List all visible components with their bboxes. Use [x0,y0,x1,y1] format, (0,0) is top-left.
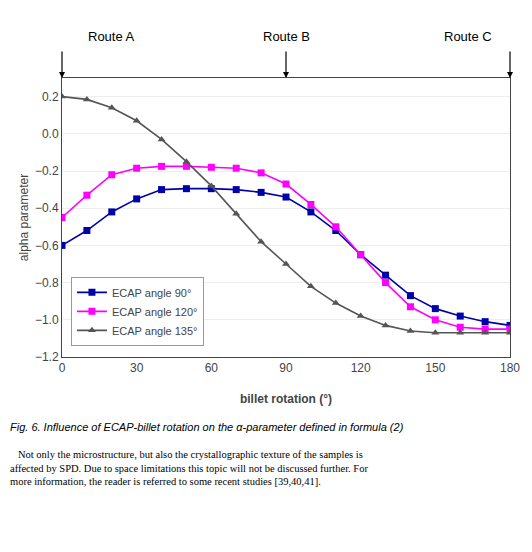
svg-text:ECAP angle 90°: ECAP angle 90° [112,287,191,299]
svg-text:ECAP angle 120°: ECAP angle 120° [112,306,198,318]
svg-text:Not only the microstructure, b: Not only the microstructure, but also th… [10,449,368,487]
svg-text:−1.2: −1.2 [35,350,59,364]
svg-text:−0.8: −0.8 [35,276,59,290]
svg-text:0.0: 0.0 [42,127,59,141]
svg-text:Route A: Route A [88,29,135,44]
svg-text:alpha parameter: alpha parameter [17,174,31,261]
svg-text:0: 0 [59,361,66,375]
svg-text:ECAP angle 135°: ECAP angle 135° [112,325,198,337]
svg-text:90: 90 [279,361,293,375]
svg-text:Route C: Route C [444,29,492,44]
svg-text:30: 30 [130,361,144,375]
svg-text:Route B: Route B [263,29,310,44]
svg-text:Fig. 6. Influence of ECAP-bill: Fig. 6. Influence of ECAP-billet rotatio… [10,421,404,433]
svg-text:−1.0: −1.0 [35,313,59,327]
svg-text:180: 180 [500,361,520,375]
svg-text:150: 150 [425,361,445,375]
svg-text:−0.6: −0.6 [35,239,59,253]
svg-text:−0.2: −0.2 [35,164,59,178]
svg-text:120: 120 [351,361,371,375]
svg-text:60: 60 [205,361,219,375]
svg-text:billet rotation (°): billet rotation (°) [240,392,332,406]
svg-text:0.2: 0.2 [42,90,59,104]
svg-text:−0.4: −0.4 [35,201,59,215]
